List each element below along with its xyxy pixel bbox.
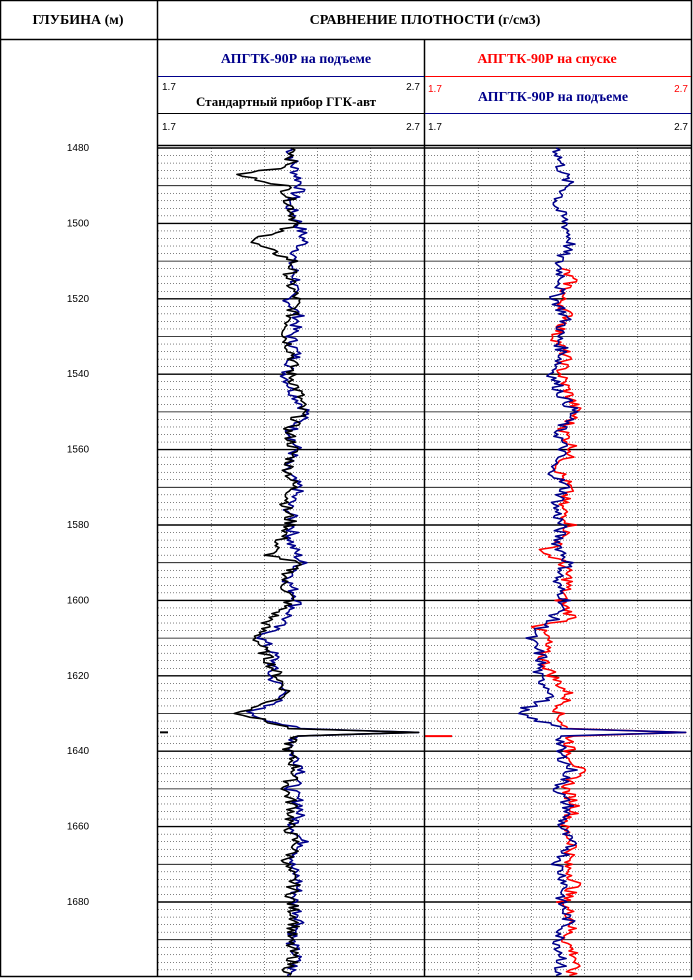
- depth-tick-label: 1580: [67, 520, 90, 531]
- depth-tick-label: 1560: [67, 445, 90, 456]
- track2-scale-top-min: 1.7: [428, 84, 442, 95]
- depth-tick-label: 1520: [67, 294, 90, 305]
- track2-curve-top-label: АПГТК-90Р на спуске: [477, 52, 616, 67]
- series-line-2-2: [518, 147, 687, 977]
- track2-curve-bottom-label: АПГТК-90Р на подъеме: [478, 90, 628, 105]
- depth-tick-label: 1600: [67, 595, 90, 606]
- depth-tick-label: 1540: [67, 369, 90, 380]
- depth-tick-label: 1620: [67, 671, 90, 682]
- track2-scale-bottom-max: 2.7: [674, 122, 688, 133]
- main-title: СРАВНЕНИЕ ПЛОТНОСТИ (г/см3): [310, 13, 541, 28]
- track1-scale-top-max: 2.7: [406, 82, 420, 93]
- depth-tick-label: 1640: [67, 746, 90, 757]
- scale-lines: [158, 76, 691, 114]
- depth-tick-label: 1500: [67, 218, 90, 229]
- track2-scale-bottom-min: 1.7: [428, 122, 442, 133]
- track1-curve-top-label: АПГТК-90Р на подъеме: [221, 52, 371, 67]
- track2-scale-top-max: 2.7: [674, 84, 688, 95]
- series-line-1-1: [246, 147, 420, 977]
- depth-tick-label: 1660: [67, 822, 90, 833]
- series-line-1-2: [233, 147, 420, 976]
- depth-tick-label: 1680: [67, 897, 90, 908]
- depth-column-title: ГЛУБИНА (м): [32, 13, 123, 28]
- depth-labels: 1480 1500 1520 1540 1560 1580 1600 1620 1640 1660…: [67, 143, 168, 908]
- track1-scale-top-min: 1.7: [162, 82, 176, 93]
- track1-scale-bottom-min: 1.7: [162, 122, 176, 133]
- curves: [233, 147, 687, 977]
- track1-curve-bottom-label: Стандартный прибор ГГК-авт: [196, 94, 377, 109]
- series-line-2-1: [530, 267, 687, 977]
- depth-tick-label: 1480: [67, 143, 90, 154]
- track1-scale-bottom-max: 2.7: [406, 122, 420, 133]
